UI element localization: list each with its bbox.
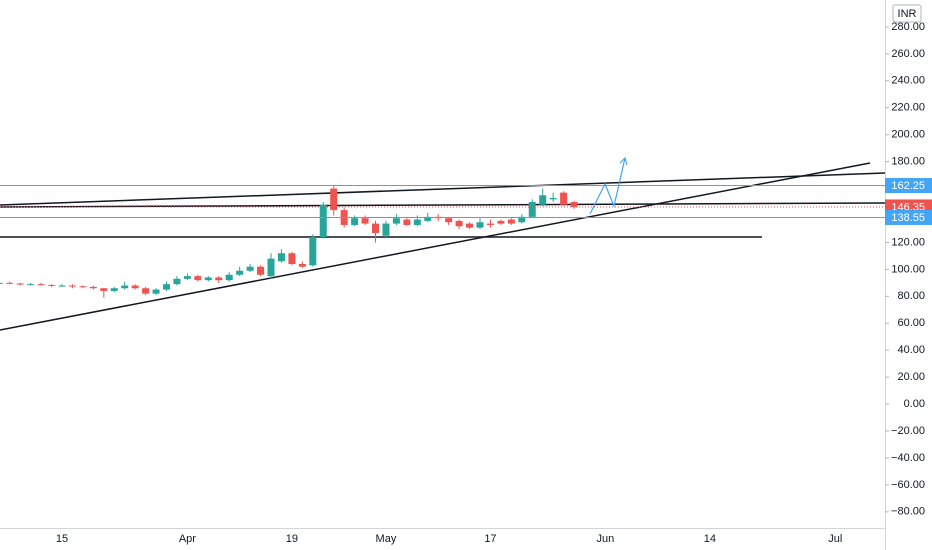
trend-line: [0, 162, 871, 331]
drawings: [0, 156, 886, 331]
y-tick-label: 40.00: [897, 344, 925, 356]
candle-body: [131, 285, 139, 289]
y-tick-label: 240.00: [891, 75, 925, 87]
y-tick-label: −40.00: [891, 452, 925, 464]
horizontal-line: [0, 202, 886, 208]
candle-body: [6, 282, 14, 284]
candle-body: [58, 285, 66, 287]
candle-body: [413, 219, 421, 225]
candle-body: [277, 253, 285, 262]
x-tick-label: Apr: [179, 533, 196, 545]
candle-body: [445, 218, 453, 223]
x-tick-label: 15: [56, 533, 68, 545]
candle-body: [455, 220, 463, 227]
candle-body: [121, 285, 129, 289]
candle-body: [539, 195, 547, 205]
candle-body: [257, 266, 265, 275]
candle-body: [319, 204, 327, 238]
y-tick-label: −80.00: [891, 506, 925, 518]
candle-body: [152, 289, 160, 294]
trend-line: [0, 172, 886, 206]
candle-body: [309, 237, 317, 266]
candle-body: [330, 188, 338, 211]
currency-label: INR: [898, 8, 917, 20]
candle-body: [204, 277, 212, 281]
candle-body: [236, 270, 244, 275]
y-tick-label: 120.00: [891, 236, 925, 248]
candle-body: [142, 288, 150, 294]
candle-body: [183, 276, 191, 279]
y-tick-label: 280.00: [891, 21, 925, 33]
y-tick-label: 180.00: [891, 156, 925, 168]
y-tick-label: 20.00: [897, 371, 925, 383]
candle-body: [37, 284, 45, 286]
x-tick-label: Jul: [828, 533, 842, 545]
candle-body: [298, 264, 306, 267]
candle-body: [215, 277, 223, 281]
candle-body: [27, 284, 35, 286]
candle-body: [163, 284, 170, 290]
projection-arrowhead: [619, 156, 628, 166]
candle-body: [288, 253, 296, 264]
y-tick-label: 260.00: [891, 48, 925, 60]
candle-body: [48, 284, 56, 286]
y-tick-label: 80.00: [897, 290, 925, 302]
y-tick-label: 220.00: [891, 102, 925, 114]
y-tick-label: 100.00: [891, 263, 925, 275]
candle-body: [68, 285, 76, 287]
candle-body: [225, 274, 233, 281]
candle-body: [0, 282, 3, 284]
candle-body: [570, 202, 578, 207]
candle-body: [194, 276, 202, 281]
candle-body: [560, 192, 568, 205]
candle-body: [382, 223, 390, 236]
x-tick-label: 19: [286, 533, 298, 545]
candle-body: [79, 286, 87, 288]
y-tick-label: 200.00: [891, 129, 925, 141]
candle-body: [372, 223, 379, 234]
candle-body: [351, 218, 359, 225]
x-tick-label: Jun: [597, 533, 615, 545]
candle-body: [528, 202, 536, 217]
x-tick-label: May: [376, 533, 397, 545]
price-level-label: 162.25: [891, 180, 925, 192]
y-tick-label: 0.00: [904, 398, 925, 410]
currency-box: [892, 4, 922, 23]
candle-body: [173, 278, 181, 285]
y-tick-label: −20.00: [891, 425, 925, 437]
candle-body: [361, 218, 369, 224]
projection-path: [589, 157, 626, 215]
candle-body: [392, 218, 400, 224]
price-level-tag: [885, 178, 932, 194]
candle-body: [89, 286, 97, 289]
candle-body: [507, 219, 515, 224]
candle-body: [16, 283, 24, 285]
y-tick-label: −60.00: [891, 479, 925, 491]
candle-body: [466, 223, 474, 228]
candle-body: [549, 198, 557, 200]
x-tick-label: 14: [704, 533, 716, 545]
candle-body: [110, 288, 118, 291]
candle-body: [476, 222, 484, 228]
candle-body: [497, 220, 505, 224]
price-level-label: 138.55: [891, 212, 925, 224]
y-tick-label: 60.00: [897, 317, 925, 329]
price-level-tag: [885, 209, 932, 225]
candle-body: [246, 266, 254, 271]
candle-body: [424, 216, 432, 221]
candle-body: [100, 288, 108, 291]
candle-body: [518, 216, 526, 223]
x-tick-label: 17: [484, 533, 496, 545]
candle-body: [267, 258, 275, 277]
candle-body: [403, 219, 411, 225]
candle-body: [486, 223, 494, 225]
